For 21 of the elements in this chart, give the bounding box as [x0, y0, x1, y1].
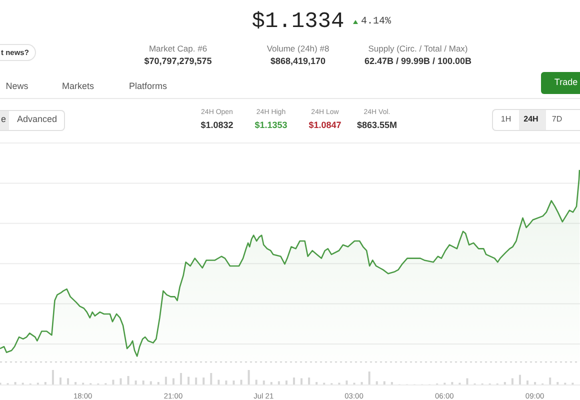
text: Platforms — [128, 81, 168, 92]
text: Supply (Circ. / Total / Max) — [368, 43, 468, 54]
text: Volume (24h) #8 — [266, 43, 330, 54]
text: 24H — [524, 114, 538, 124]
text: Advanced — [16, 114, 58, 125]
text: $1.1353 — [254, 120, 288, 131]
text: Market Cap. #6 — [148, 43, 208, 54]
text: $1.0847 — [308, 120, 342, 131]
text: 1H — [500, 114, 512, 124]
text: News — [6, 81, 28, 92]
text: e — [1, 114, 6, 125]
text: 7D — [552, 114, 562, 124]
text: $868,419,170 — [270, 56, 326, 67]
text: Trade — [554, 77, 578, 88]
text: Markets — [62, 81, 94, 92]
text: 4.14% — [361, 16, 392, 28]
text: $863.55M — [356, 120, 398, 131]
text: 62.47B / 99.99B / 100.00B — [364, 56, 472, 67]
text: $1.1334 — [252, 8, 344, 34]
text: $1.0832 — [200, 120, 234, 131]
text: $70,797,279,575 — [144, 56, 212, 67]
